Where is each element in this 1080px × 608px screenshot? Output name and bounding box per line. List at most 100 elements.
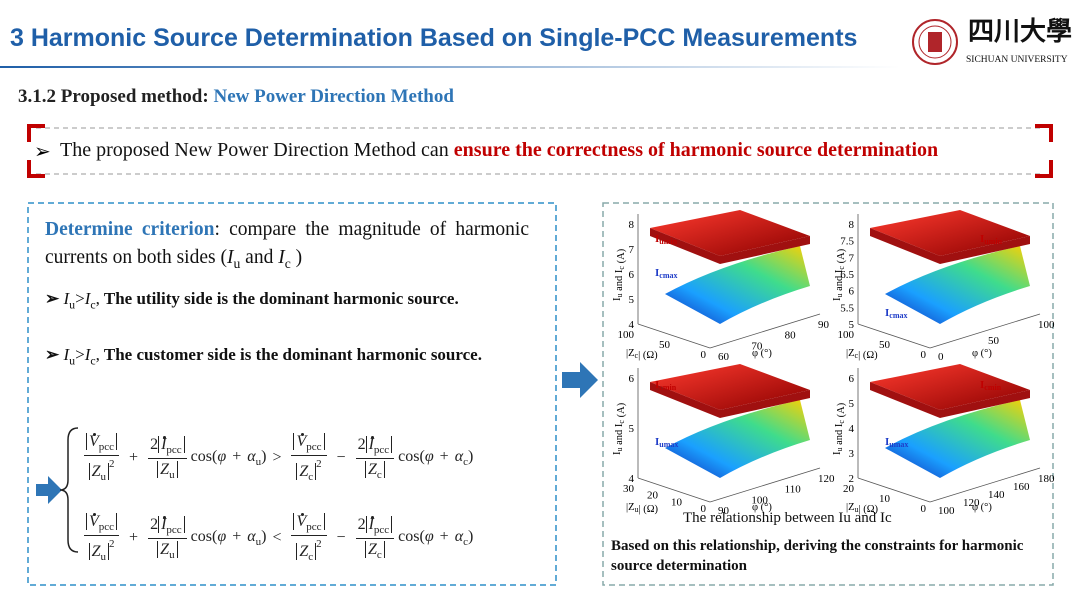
symbol: ( — [419, 528, 425, 545]
z-axis-label: |Zu| (Ω) — [846, 502, 879, 515]
symbol: + — [129, 529, 139, 546]
symbol: Z — [299, 543, 309, 560]
axis-line — [637, 323, 711, 349]
text-part: I — [655, 233, 659, 245]
symbol: Z — [160, 540, 170, 558]
absv: Ipcc — [365, 515, 393, 536]
symbol: Z — [91, 543, 101, 560]
y-tick-label: 5 — [629, 423, 635, 435]
mark: ➢ — [45, 345, 60, 364]
absv: Zc — [364, 540, 385, 561]
den: Zu — [157, 539, 178, 561]
z-axis-label: |Zu| (Ω) — [626, 502, 659, 515]
symbol: α — [454, 528, 464, 545]
symbol: c — [463, 536, 468, 548]
symbol: c — [463, 456, 468, 468]
text-part: | (Ω) — [639, 504, 659, 515]
text-part: | (Ω) — [859, 504, 879, 515]
text-part: (A) — [616, 402, 627, 420]
text-part: I — [612, 451, 623, 455]
symbol: < — [272, 529, 282, 546]
absv: Ipcc — [365, 435, 393, 456]
text-part: I — [655, 436, 659, 448]
lower-surface — [885, 400, 1030, 478]
sub: u — [233, 255, 241, 271]
text: : compare the magnitude of harmonic curr… — [45, 219, 529, 268]
y-tick-label: 2 — [849, 473, 855, 485]
logo-subname: SICHUAN UNIVERSITY — [966, 55, 1068, 65]
upper-label: Icmin — [980, 379, 1002, 392]
symbol: pcc — [373, 443, 390, 456]
symbol: V — [89, 433, 99, 450]
absv: Vpcc — [86, 433, 118, 453]
y-tick-label: 8 — [629, 219, 635, 231]
absv: Ipcc — [158, 435, 185, 456]
symbol: φ — [424, 448, 434, 465]
symbol: c — [308, 471, 314, 483]
subscript: c — [617, 420, 626, 424]
phi-tick-label: 60 — [718, 351, 730, 363]
subscript: cmax — [659, 271, 677, 280]
subscript: c — [635, 351, 639, 360]
symbol: pcc — [306, 521, 322, 533]
frac: Vpcc Zu2 — [84, 433, 120, 483]
y-tick-label: 8 — [849, 219, 855, 231]
absv: Zu — [157, 460, 178, 481]
symbol: I — [161, 515, 167, 533]
z-tick-label: 10 — [879, 493, 891, 505]
symbol: ( — [419, 448, 425, 465]
title: 3 Harmonic Source Determination Based on… — [10, 24, 858, 52]
text-part: I — [980, 379, 984, 391]
symbol: 2 — [357, 435, 366, 453]
symbol: cos — [398, 448, 420, 465]
axis-line — [929, 313, 1041, 349]
z-tick-label: 0 — [921, 349, 927, 361]
cos: cos(φ + αc) — [398, 528, 473, 548]
phi-tick-label: 120 — [818, 473, 835, 485]
var: I — [63, 289, 70, 308]
num: Vpcc — [84, 513, 120, 536]
close: ) — [290, 247, 303, 268]
text: The utility side is the dominant harmoni… — [103, 289, 459, 308]
dot: I — [161, 436, 166, 453]
phi-tick-label: 80 — [785, 330, 797, 342]
phi-axis-label: φ (°) — [752, 502, 772, 513]
subscript: umin — [659, 237, 677, 246]
symbol: pcc — [166, 443, 182, 456]
symbol: Z — [160, 460, 170, 478]
frac: 2 Ipcc Zc — [355, 515, 395, 561]
symbol: + — [439, 448, 449, 465]
symbol: Z — [91, 463, 101, 480]
symbol: V — [89, 513, 99, 530]
phi-axis-label: φ (°) — [972, 348, 992, 359]
y-tick-label: 3 — [849, 448, 855, 460]
upper-surface — [870, 364, 1030, 410]
sub: u — [69, 353, 76, 368]
phi-tick-label: 110 — [785, 484, 802, 496]
bullet-item: ➢ Iu>Ic, The customer side is the domina… — [45, 342, 529, 373]
phi-tick-label: 90 — [818, 319, 830, 331]
symbol: + — [232, 448, 242, 465]
mark: ➢ — [45, 289, 60, 308]
text-part: I — [885, 436, 889, 448]
subscript: u — [615, 448, 624, 452]
symbol: I — [161, 435, 167, 453]
y-axis-label: Iu and Ic (A) — [612, 248, 627, 301]
symbol: u — [100, 471, 106, 483]
subscript: c — [837, 266, 846, 270]
text-part: (A) — [836, 402, 847, 420]
symbol: pcc — [98, 441, 115, 453]
axis-line — [929, 467, 1041, 503]
phi-tick-label: 70 — [751, 340, 763, 352]
axis-line — [709, 313, 821, 349]
title-underline — [0, 66, 900, 68]
y-axis-label: Iu and Ic (A) — [832, 248, 847, 301]
subscript: cmax — [889, 311, 907, 320]
var: I — [226, 247, 234, 268]
frac: Vpcc Zc2 — [291, 433, 327, 483]
dot: I — [369, 516, 374, 533]
num: 2 Ipcc — [148, 515, 187, 539]
symbol: φ — [217, 448, 227, 465]
